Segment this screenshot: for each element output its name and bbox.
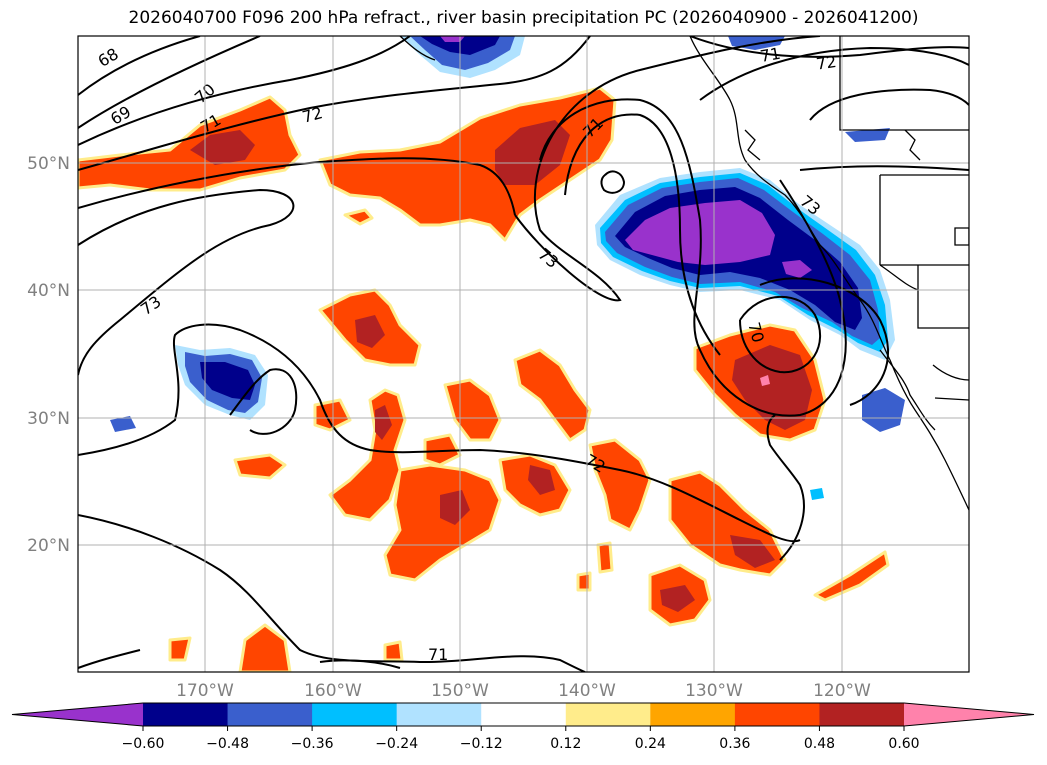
colorbar-tick-label: 0.36 bbox=[719, 736, 750, 752]
colorbar-segment bbox=[312, 703, 398, 726]
contour-label: 72 bbox=[300, 103, 325, 127]
colorbar-tick-label: −0.12 bbox=[460, 736, 503, 752]
map-panel: 68 69 70 71 72 71 72 71 73 73 70 72 71 7… bbox=[78, 36, 969, 672]
colorbar-tick-label: 0.12 bbox=[550, 736, 581, 752]
map-frame bbox=[77, 35, 970, 673]
colorbar-segment bbox=[650, 703, 736, 726]
gridlines bbox=[78, 36, 969, 672]
longitude-labels: 170°W 160°W 150°W 140°W 130°W 120°W bbox=[176, 681, 871, 701]
colorbar-tick-label: 0.24 bbox=[635, 736, 666, 752]
colorbar-segment bbox=[227, 703, 313, 726]
latitude-labels: 50°N 40°N 30°N 20°N bbox=[27, 154, 70, 556]
colorbar-segment bbox=[734, 703, 820, 726]
colorbar-tick-label: −0.48 bbox=[206, 736, 249, 752]
contour-label: 71 bbox=[428, 645, 448, 664]
colorbar-segment bbox=[481, 703, 567, 726]
coastlines bbox=[399, 36, 969, 511]
colorbar-extend-low bbox=[12, 703, 143, 726]
lat-label-40n: 40°N bbox=[27, 281, 70, 301]
lon-label-150w: 150°W bbox=[431, 681, 489, 701]
lat-label-20n: 20°N bbox=[27, 536, 70, 556]
colorbar-tick-label: −0.36 bbox=[291, 736, 334, 752]
colorbar-extend-high bbox=[904, 703, 1034, 726]
colorbar-tick-label: 0.48 bbox=[804, 736, 835, 752]
lon-label-130w: 130°W bbox=[685, 681, 743, 701]
refractivity-contours bbox=[78, 36, 969, 672]
lon-label-160w: 160°W bbox=[304, 681, 362, 701]
lon-label-120w: 120°W bbox=[813, 681, 871, 701]
colorbar-segment bbox=[396, 703, 482, 726]
contour-label: 71 bbox=[759, 44, 782, 66]
map-title: 2026040700 F096 200 hPa refract., river … bbox=[128, 8, 919, 28]
contour-label: 70 bbox=[744, 320, 768, 345]
colorbar-segment bbox=[143, 703, 229, 726]
colorbar: −0.60 −0.48 −0.36 −0.24 −0.12 0.12 0.24 0.36 0.4… bbox=[11, 702, 1035, 752]
extreme-positive-shading bbox=[760, 375, 770, 386]
colorbar-tick-label: 0.60 bbox=[888, 736, 919, 752]
lat-label-50n: 50°N bbox=[27, 154, 70, 174]
lat-label-30n: 30°N bbox=[27, 409, 70, 429]
contour-label: 72 bbox=[815, 52, 838, 74]
colorbar-segment bbox=[565, 703, 651, 726]
colorbar-segment bbox=[819, 703, 905, 726]
colorbar-tick-label: −0.24 bbox=[375, 736, 418, 752]
lon-label-140w: 140°W bbox=[558, 681, 616, 701]
lon-label-170w: 170°W bbox=[176, 681, 234, 701]
colorbar-tick-label: −0.60 bbox=[122, 736, 165, 752]
